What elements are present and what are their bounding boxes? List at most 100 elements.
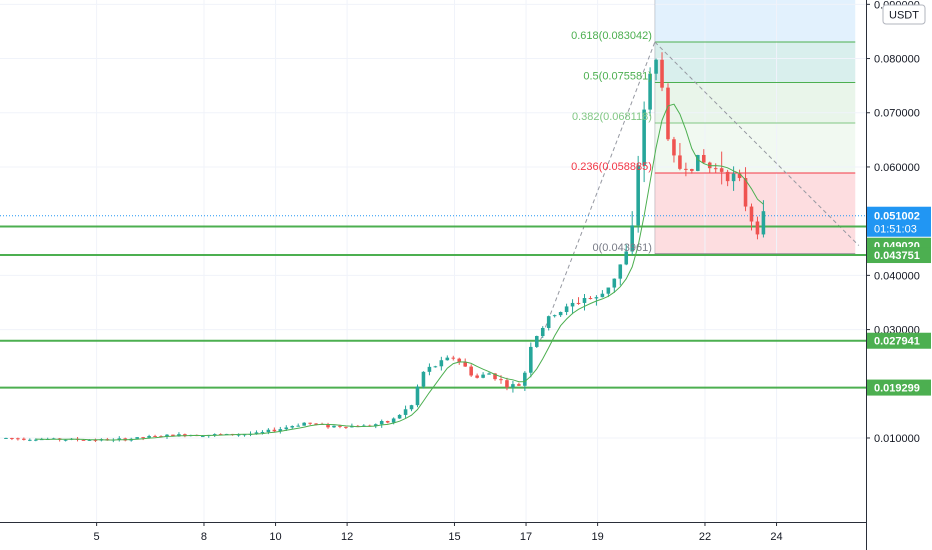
candle-body: [672, 139, 676, 156]
fib-zone: [654, 82, 856, 123]
candle-body: [523, 372, 527, 386]
candle-body: [409, 405, 414, 410]
candle-body: [254, 432, 259, 434]
candle-body: [33, 439, 38, 441]
x-tick-label: 24: [770, 531, 782, 543]
candle-body: [761, 211, 766, 235]
candle-body: [606, 287, 611, 294]
level-price-tag: [867, 379, 931, 396]
candle-body: [272, 429, 277, 432]
candle-body: [642, 109, 646, 166]
candle-body: [678, 155, 682, 169]
price-tags: 0.05100201:51:030.0490200.0437510.027941…: [867, 206, 931, 396]
level-price-value: 0.043751: [874, 250, 920, 262]
candle-body: [93, 439, 98, 441]
candle-body: [511, 384, 515, 388]
x-tick-label: 5: [94, 531, 100, 543]
candle-body: [147, 436, 151, 438]
candle-body: [618, 264, 623, 279]
candle-body: [505, 380, 509, 388]
x-tick-label: 8: [201, 531, 207, 543]
candle-body: [183, 434, 187, 437]
fib-zone: [654, 0, 856, 43]
candle-body: [141, 437, 145, 439]
candle-body: [558, 312, 563, 316]
moving-average-line: [35, 103, 764, 441]
level-price-tag: [867, 332, 931, 349]
price-axis[interactable]: 0.0900000.0800000.0700000.0600000.040000…: [866, 0, 932, 550]
candle-body: [260, 432, 265, 434]
fib-level-lines: [654, 0, 856, 255]
candle-body: [296, 425, 300, 427]
candle-body: [81, 439, 86, 441]
currency-badge[interactable]: USDT: [882, 4, 926, 25]
candle-body: [344, 426, 348, 428]
candle-body: [481, 374, 485, 378]
candle-body: [713, 168, 718, 170]
candle-body: [445, 357, 450, 361]
level-price-value: 0.019299: [874, 383, 920, 395]
candle-body: [594, 297, 599, 299]
candle-body: [165, 434, 169, 437]
y-tick-label: 0.060000: [874, 162, 920, 174]
candle-body: [755, 221, 760, 235]
candle-body: [266, 429, 271, 433]
candle-body: [302, 422, 306, 426]
candle-body: [552, 315, 557, 317]
y-tick-label: 0.010000: [874, 433, 920, 445]
trend-line: [539, 41, 656, 341]
trend-line: [654, 41, 860, 246]
candle-body: [517, 384, 521, 386]
candle-body: [737, 173, 742, 179]
horizontal-levels[interactable]: [0, 215, 866, 389]
fib-level-label: 0.236(0.058885): [571, 161, 652, 173]
candle-body: [397, 414, 402, 419]
candle-body: [564, 306, 569, 313]
candle-body: [385, 421, 390, 423]
candle-body: [534, 336, 539, 347]
time-axis[interactable]: 5 8 10 12 15 17 19 22 24: [0, 522, 866, 550]
candle-body: [10, 437, 14, 439]
candle-body: [654, 59, 658, 74]
candle-body: [314, 423, 318, 425]
price-axis-bg: [866, 0, 932, 550]
candle-countdown: 01:51:03: [874, 224, 917, 236]
currency-label: USDT: [889, 10, 919, 22]
candle-body: [332, 425, 336, 428]
current-price-tag: [867, 206, 931, 237]
candle-body: [236, 434, 241, 436]
candle-body: [153, 436, 157, 438]
candle-body: [415, 386, 420, 406]
candle-body: [624, 251, 629, 265]
fib-level-label: 0(0.043961): [593, 242, 652, 254]
level-price-value: 0.027941: [874, 336, 920, 348]
candle-body: [725, 171, 730, 182]
candle-body: [600, 293, 605, 298]
candle-body: [135, 437, 139, 439]
candle-body: [87, 439, 92, 441]
time-axis-bg: [0, 522, 866, 550]
fib-level-label: 0.618(0.083042): [571, 30, 652, 42]
candle-body: [373, 424, 378, 426]
fib-level-label: 0.382(0.068118): [572, 111, 652, 123]
candle-body: [546, 316, 551, 328]
candle-body: [4, 437, 8, 439]
candle-body: [16, 438, 20, 440]
y-tick-label: 0.040000: [874, 270, 920, 282]
x-tick-label: 12: [341, 531, 353, 543]
candle-body: [731, 173, 736, 182]
candle-body: [499, 379, 503, 381]
candle-body: [588, 298, 593, 300]
fib-zone: [654, 42, 856, 83]
x-tick-label: 19: [591, 531, 603, 543]
y-tick-label: 0.070000: [874, 108, 920, 120]
candle-body: [487, 373, 491, 375]
fib-labels: 0.618(0.083042) 0.5(0.075581) 0.382(0.0681…: [571, 30, 652, 254]
candle-body: [570, 302, 575, 307]
candle-body: [28, 439, 32, 441]
candle-body: [684, 168, 688, 170]
candle-body: [529, 346, 533, 373]
grid-lines: [0, 0, 866, 522]
trend-lines: [539, 41, 860, 341]
